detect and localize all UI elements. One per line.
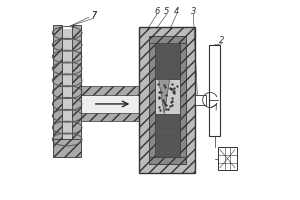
Bar xyxy=(218,147,237,170)
Text: 7: 7 xyxy=(92,11,96,20)
Polygon shape xyxy=(159,79,170,114)
Bar xyxy=(148,36,186,164)
Text: 5: 5 xyxy=(164,7,170,16)
Bar xyxy=(139,27,195,173)
Bar xyxy=(72,25,81,143)
Text: 4: 4 xyxy=(174,7,179,16)
Bar xyxy=(180,43,186,157)
Text: 6: 6 xyxy=(154,7,160,16)
Bar xyxy=(53,139,81,157)
Bar xyxy=(148,36,186,43)
Bar xyxy=(81,86,139,95)
Bar xyxy=(155,79,180,114)
Bar xyxy=(155,43,180,157)
Text: 2: 2 xyxy=(219,36,225,45)
Bar xyxy=(81,95,139,113)
Bar xyxy=(53,25,62,143)
Bar xyxy=(209,45,220,136)
Bar xyxy=(195,95,206,105)
Bar xyxy=(148,157,186,164)
Bar xyxy=(62,29,72,143)
Text: 7: 7 xyxy=(91,11,97,20)
Bar xyxy=(148,43,155,157)
Bar xyxy=(81,113,139,121)
Text: 3: 3 xyxy=(191,7,196,16)
